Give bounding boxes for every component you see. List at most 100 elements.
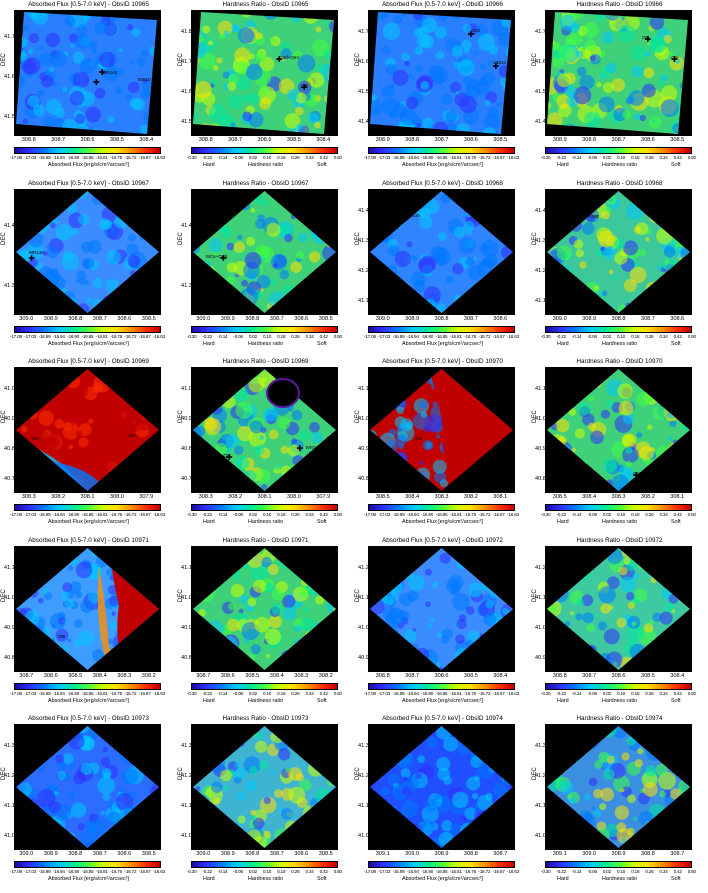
- panel-absorbed-flux: Absorbed Flux [0.5-7.0 keV] - ObsID 1097…: [0, 536, 177, 715]
- map-svg: [193, 726, 336, 849]
- colorbar: [368, 147, 515, 154]
- x-tick-label: 307.9: [139, 494, 154, 501]
- x-tick-label: 308.1: [257, 494, 272, 501]
- colorbar-tick-label: -16.94: [406, 512, 419, 518]
- colorbar-tick-label: 0.02: [602, 155, 612, 160]
- map-svg: [547, 12, 688, 134]
- source-label: S5810: [137, 76, 151, 82]
- colorbar-tick-label: -0.30: [187, 512, 197, 518]
- colorbar-tick-label: -16.67: [492, 155, 505, 160]
- y-tick-label: 41.1: [4, 803, 15, 810]
- x-tick-label: 308.6: [220, 672, 235, 679]
- x-tick-label: 308.9: [405, 315, 420, 322]
- x-tick-label: 308.8: [21, 137, 36, 143]
- x-tick-label: 308.3: [117, 672, 132, 679]
- x-tick-label: 308.9: [552, 137, 567, 143]
- y-tick-label: 41.3: [358, 743, 369, 750]
- colorbar-tick-label: -16.63: [153, 155, 165, 160]
- colorbar-tick-label: 0.02: [602, 333, 612, 339]
- panel-title: Absorbed Flux [0.5-7.0 keV] - ObsID 1096…: [382, 1, 503, 8]
- colorbar-tick-label: -0.30: [541, 512, 551, 518]
- x-axis-ticks: 309.0 308.9 308.8 308.7 308.6: [368, 316, 515, 324]
- colorbar-tick-label: -16.81: [95, 155, 108, 160]
- colorbar-tick-label: 0.50: [687, 155, 696, 160]
- panel-title: Hardness Ratio - ObsID 10971: [222, 536, 309, 544]
- hard-label: Hard: [203, 340, 215, 347]
- x-tick-label: 308.9: [434, 851, 449, 858]
- colorbar-tick-label: -16.85: [435, 333, 448, 339]
- colorbar-ticks: -0.30 -0.22 -0.14 -0.06 0.02 0.10 0.18 0.26 0.34…: [541, 334, 696, 341]
- colorbar-tick-label: -16.76: [110, 155, 123, 160]
- source-label: O5I: [642, 35, 650, 41]
- colorbar-tick-label: 0.02: [248, 690, 258, 696]
- x-axis-ticks: 309.0 308.9 308.8 308.7 308.6 308.5: [14, 316, 161, 324]
- x-axis-ticks: 309.1 309.0 308.9 308.8 308.7: [545, 851, 692, 859]
- map-image: [191, 724, 338, 851]
- y-tick-label: 41.7: [181, 59, 192, 65]
- x-tick-label: 308.5: [286, 137, 301, 143]
- y-tick-label: 40.8: [4, 654, 15, 661]
- colorbar-tick-label: 0.10: [263, 512, 272, 518]
- colorbar-tick-label: -16.63: [507, 333, 519, 339]
- colorbar-ticks: -0.30 -0.22 -0.14 -0.06 0.02 0.10 0.18 0.26 0.34…: [541, 691, 696, 698]
- y-tick-label: 41.0: [535, 416, 546, 423]
- x-tick-label: 308.2: [318, 672, 333, 679]
- x-tick-label: 307.9: [316, 494, 331, 501]
- map-svg: [193, 12, 334, 134]
- map-image: [14, 724, 161, 851]
- colorbar-tick-label: -16.90: [67, 155, 80, 160]
- colorbar-label: Absorbed Flux [erg/s/cm²/arcsec²]: [48, 697, 129, 704]
- hard-label: Hard: [557, 697, 569, 704]
- map-svg: [547, 369, 690, 492]
- y-tick-label: 41.1: [358, 386, 369, 393]
- soft-label: Soft: [671, 519, 681, 526]
- colorbar-tick-label: 0.34: [305, 690, 314, 696]
- y-tick-label: 40.9: [4, 624, 15, 631]
- colorbar-tick-label: 0.42: [673, 690, 682, 696]
- colorbar-tick-label: 0.42: [673, 333, 682, 339]
- hard-label: Hard: [203, 876, 215, 883]
- colorbar-tick-label: -16.85: [435, 512, 448, 518]
- colorbar: [191, 504, 338, 512]
- y-tick-label: 41.1: [535, 594, 546, 601]
- x-tick-label: 308.6: [294, 851, 309, 858]
- map-svg: [193, 369, 336, 492]
- colorbar: [368, 682, 515, 690]
- source-label: O8I: [31, 436, 39, 442]
- y-tick-label: 41.4: [535, 119, 546, 125]
- colorbar-tick-label: 0.50: [333, 869, 342, 875]
- colorbar-tick-label: -16.85: [81, 333, 94, 339]
- colorbar: [368, 325, 515, 333]
- x-axis-ticks: 309.0 308.9 308.8 308.7 308.6: [545, 316, 692, 324]
- colorbar-tick-label: 0.10: [617, 512, 626, 518]
- colorbar-tick-label: -16.81: [449, 333, 462, 339]
- colorbar-tick-label: -0.30: [187, 869, 197, 875]
- colorbar-tick-label: -16.81: [449, 869, 462, 875]
- x-tick-label: 308.8: [552, 672, 567, 679]
- colorbar-tick-label: -17.08: [364, 333, 376, 339]
- x-tick-label: 308.8: [198, 137, 213, 143]
- colorbar-ticks: -17.08 -17.03 -16.99 -16.94 -16.90 -16.85 -16.…: [10, 512, 165, 519]
- y-tick-label: 41.2: [4, 773, 15, 780]
- x-tick-label: 309.0: [405, 851, 420, 858]
- colorbar-tick-label: -16.99: [38, 333, 51, 339]
- x-axis-ticks: 308.7 308.6 308.5 308.4 308.3 308.2: [191, 673, 338, 681]
- x-tick-label: 308.2: [228, 494, 243, 501]
- colorbar-tick-label: -16.72: [124, 690, 137, 696]
- x-tick-label: 308.4: [269, 672, 284, 679]
- x-tick-label: 308.4: [582, 494, 597, 501]
- x-tick-label: 308.4: [139, 137, 154, 143]
- map-image: O3If+O6V O5I ✚ ✚: [191, 10, 338, 136]
- y-tick-label: 41.0: [181, 594, 192, 601]
- y-tick-label: 41.4: [4, 222, 15, 229]
- colorbar-tick-label: -16.90: [421, 333, 434, 339]
- colorbar-tick-label: -16.72: [478, 869, 491, 875]
- colorbar-tick-label: -16.76: [464, 333, 477, 339]
- x-tick-label: 309.0: [582, 851, 597, 858]
- colorbar-tick-label: -16.94: [52, 690, 65, 696]
- colorbar-tick-label: -16.81: [95, 690, 108, 696]
- hard-label: Hard: [203, 697, 215, 704]
- y-tick-label: 41.0: [181, 833, 192, 840]
- y-tick-label: 41.1: [358, 594, 369, 601]
- colorbar-tick-label: -0.06: [233, 333, 243, 339]
